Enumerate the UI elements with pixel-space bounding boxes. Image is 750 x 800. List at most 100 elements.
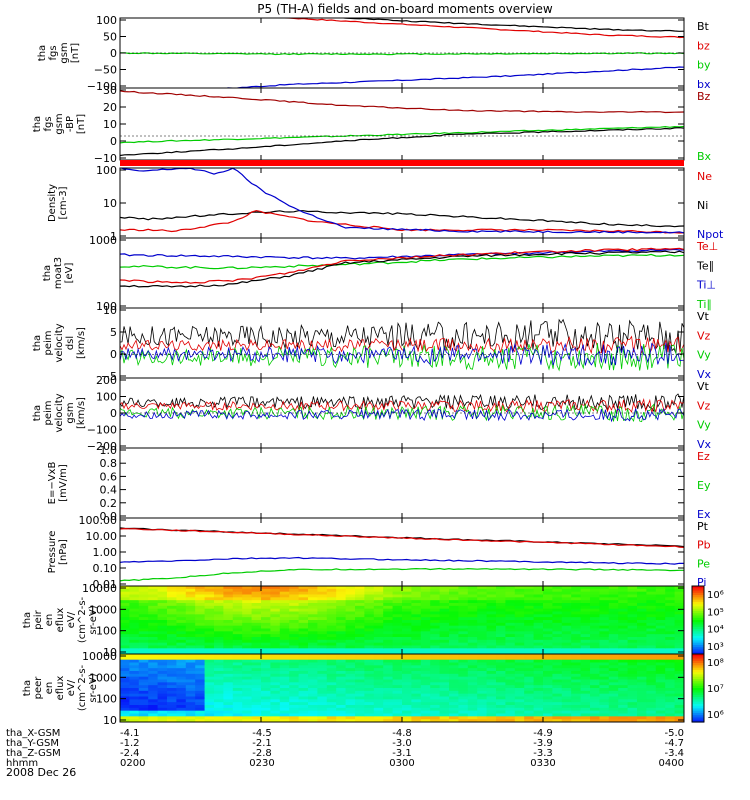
spectrogram-cell — [599, 648, 610, 652]
spectrogram-cell — [486, 648, 497, 652]
spectrogram-cell — [402, 617, 412, 621]
spectrogram-cell — [496, 600, 506, 604]
spectrogram-cell — [355, 659, 365, 664]
spectrogram-cell — [420, 622, 431, 627]
series-line-vz — [120, 335, 684, 355]
spectrogram-cell — [561, 673, 572, 678]
spectrogram-cell — [279, 699, 290, 703]
y-axis-label: [nT] — [70, 43, 81, 63]
spectrogram-cell — [514, 710, 525, 715]
spectrogram-cell — [571, 611, 582, 615]
spectrogram-cell — [439, 668, 450, 672]
spectrogram-cell — [477, 656, 488, 661]
spectrogram-cell — [289, 594, 300, 598]
spectrogram-cell — [449, 707, 459, 712]
spectrogram-cell — [364, 622, 375, 627]
spectrogram-cell — [279, 665, 290, 669]
spectrogram-cell — [420, 713, 431, 717]
spectrogram-cell — [355, 656, 365, 661]
spectrogram-cell — [289, 608, 300, 613]
spectrogram-cell — [467, 620, 478, 624]
spectrogram-cell — [561, 702, 572, 706]
spectrogram-cell — [618, 642, 629, 647]
spectrogram-cell — [665, 605, 676, 610]
spectrogram-cell — [270, 668, 281, 672]
spectrogram — [120, 586, 684, 654]
colorbar-segment — [692, 699, 704, 703]
spectrogram-cell — [138, 659, 149, 664]
spectrogram-cell — [345, 699, 356, 703]
spectrogram-cell — [326, 608, 337, 613]
spectrogram-cell — [627, 614, 638, 618]
spectrogram-cell — [467, 648, 478, 652]
spectrogram-cell — [552, 673, 563, 678]
spectrogram-cell — [439, 586, 450, 590]
spectrogram-cell — [383, 656, 394, 661]
spectrogram-cell — [599, 682, 610, 686]
spectrogram-cell — [627, 668, 638, 672]
spectrogram-cell — [477, 651, 488, 654]
spectrogram-cell — [317, 625, 328, 630]
spectrogram-cell — [533, 588, 544, 593]
spectrogram-cell — [637, 605, 647, 610]
spectrogram-cell — [261, 676, 271, 681]
spectrogram-cell — [467, 625, 478, 630]
spectrogram-cell — [298, 645, 309, 649]
spectrogram-cell — [458, 679, 469, 683]
spectrogram-cell — [524, 685, 535, 689]
spectrogram-cell — [655, 693, 666, 698]
spectrogram-cell — [138, 628, 149, 632]
spectrogram-cell — [185, 614, 196, 618]
spectrogram-cell — [420, 614, 431, 618]
spectrogram-cell — [364, 656, 375, 661]
spectrogram-cell — [317, 651, 328, 654]
spectrogram-cell — [185, 682, 196, 686]
spectrogram-cell — [204, 591, 215, 596]
spectrogram-cell — [608, 719, 619, 722]
y-axis-label: fgs — [48, 45, 59, 60]
spectrogram-cell — [223, 673, 234, 678]
spectrogram-cell — [298, 705, 309, 709]
spectrogram-cell — [467, 665, 478, 669]
ephemeris-label: tha_Z-GSM — [6, 748, 61, 759]
spectrogram-cell — [185, 625, 196, 630]
spectrogram-cell — [270, 597, 281, 601]
spectrogram-cell — [129, 713, 140, 717]
spectrogram-cell — [317, 597, 328, 601]
spectrogram-cell — [552, 702, 563, 706]
spectrogram-cell — [120, 656, 130, 661]
colorbar-segment — [692, 638, 704, 641]
spectrogram-cell — [665, 588, 676, 593]
spectrogram-cell — [279, 668, 290, 672]
spectrogram-cell — [637, 654, 647, 658]
spectrogram-cell — [561, 622, 572, 627]
spectrogram-cell — [251, 594, 262, 598]
spectrogram-cell — [580, 676, 591, 681]
spectrogram-cell — [383, 639, 394, 644]
ephemeris-value: 0300 — [389, 758, 414, 769]
spectrogram-cell — [618, 586, 629, 590]
spectrogram-cell — [402, 637, 412, 641]
spectrogram-cell — [289, 614, 300, 618]
spectrogram-cell — [214, 673, 224, 678]
spectrogram-cell — [430, 656, 441, 661]
spectrogram-cell — [590, 685, 600, 689]
spectrogram-cell — [496, 608, 506, 613]
spectrogram-cell — [505, 588, 516, 593]
spectrogram-cell — [627, 594, 638, 598]
spectrogram-cell — [514, 617, 525, 621]
spectrogram-cell — [167, 586, 177, 590]
spectrogram-cell — [308, 699, 318, 703]
spectrogram-cell — [477, 642, 488, 647]
spectrogram-cell — [467, 622, 478, 627]
spectrogram-cell — [674, 634, 684, 638]
spectrogram-cell — [402, 620, 412, 624]
spectrogram-cell — [637, 645, 647, 649]
spectrogram-cell — [251, 671, 262, 675]
spectrogram-cell — [138, 588, 149, 593]
spectrogram-cell — [185, 591, 196, 596]
y-tick-label: 10 — [103, 646, 117, 659]
spectrogram-cell — [665, 716, 676, 720]
